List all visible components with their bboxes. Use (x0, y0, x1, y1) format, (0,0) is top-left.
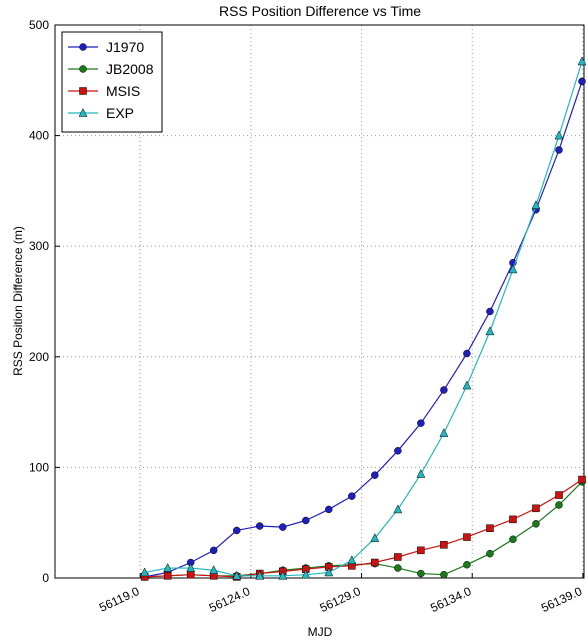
data-point (394, 553, 402, 561)
data-point (209, 546, 218, 555)
data-point (163, 562, 173, 572)
data-point (370, 533, 380, 542)
y-tick-label: 0 (42, 571, 49, 585)
data-point (302, 516, 310, 525)
data-point (416, 468, 426, 478)
data-point (486, 549, 494, 558)
data-point (485, 326, 495, 336)
data-point (417, 569, 425, 578)
data-point (440, 386, 448, 394)
data-point (532, 520, 540, 528)
data-point (324, 567, 334, 577)
x-tick-label: 56134.0 (428, 584, 474, 615)
data-point (509, 535, 517, 544)
data-point (209, 565, 219, 575)
data-point (232, 526, 241, 535)
legend-box (61, 31, 163, 133)
data-point (279, 523, 287, 531)
y-tick-label: 300 (29, 239, 49, 253)
x-tick-label: 56124.0 (207, 584, 253, 615)
y-tick-label: 100 (29, 460, 49, 474)
data-point (347, 555, 357, 565)
data-point (394, 564, 402, 572)
data-point (532, 504, 540, 513)
data-point (555, 146, 563, 154)
data-point (463, 560, 471, 569)
data-point (348, 492, 356, 500)
data-point (508, 264, 518, 274)
legend-label: MSIS (106, 83, 140, 99)
legend-marker (79, 43, 87, 51)
data-point (440, 541, 448, 549)
data-point (278, 570, 288, 580)
data-point (301, 569, 311, 579)
data-point (371, 471, 379, 479)
legend-marker (78, 107, 88, 117)
x-tick-label: 56129.0 (318, 584, 364, 615)
x-tick-label: 56139.0 (539, 584, 585, 615)
series-line (144, 61, 583, 577)
data-point (417, 546, 425, 555)
data-point (186, 570, 195, 579)
data-point (417, 419, 425, 427)
data-point (555, 501, 563, 509)
chart-title: RSS Position Difference vs Time (219, 3, 421, 19)
data-point (578, 77, 586, 86)
data-point (578, 475, 586, 484)
data-point (440, 570, 448, 579)
data-point (439, 428, 449, 437)
data-point (371, 558, 379, 567)
data-point (186, 562, 196, 572)
data-point (463, 349, 471, 358)
data-point (325, 505, 333, 514)
series-line (144, 479, 583, 578)
data-point (554, 130, 564, 140)
plot-frame (54, 24, 585, 579)
legend-label: J1970 (106, 39, 144, 55)
data-point (577, 56, 587, 66)
data-point (462, 380, 472, 390)
y-tick-label: 200 (29, 350, 49, 364)
y-axis-label: RSS Position Difference (m) (11, 226, 25, 376)
data-point (463, 533, 471, 541)
x-tick-label: 56119.0 (97, 584, 142, 615)
y-tick-label: 500 (29, 18, 49, 32)
y-tick-label: 400 (29, 129, 49, 143)
data-point (163, 572, 172, 580)
data-point (555, 491, 563, 499)
legend-marker (79, 65, 87, 73)
legend-marker (79, 87, 87, 95)
legend-label: JB2008 (106, 61, 154, 77)
data-point (531, 200, 541, 210)
series-line (144, 81, 583, 578)
legend-label: EXP (106, 105, 134, 121)
data-point (255, 522, 264, 530)
data-point (394, 447, 402, 455)
data-point (486, 524, 494, 532)
data-point (486, 307, 494, 316)
data-point (393, 504, 403, 514)
data-point (255, 570, 265, 580)
x-axis-label: MJD (308, 625, 333, 639)
data-point (509, 515, 517, 524)
data-point (140, 567, 150, 577)
data-point (232, 570, 242, 580)
